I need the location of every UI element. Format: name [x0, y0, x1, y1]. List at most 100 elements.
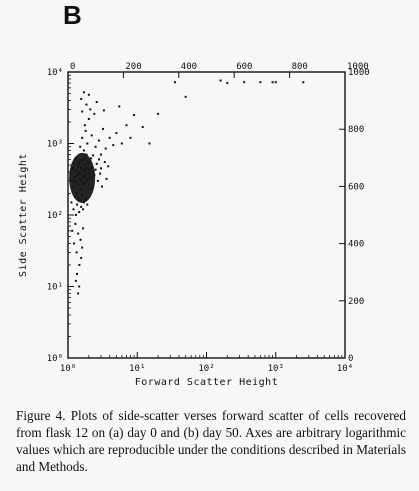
data-point: [86, 203, 89, 206]
data-point: [112, 144, 115, 147]
data-point: [125, 124, 128, 127]
data-point: [87, 93, 90, 96]
x-tick-label: 10²: [198, 364, 214, 374]
data-point: [219, 79, 222, 82]
data-point: [259, 81, 262, 84]
data-point: [90, 134, 93, 137]
data-point: [82, 227, 85, 230]
right-tick-label: 800: [348, 125, 364, 135]
data-point: [75, 251, 78, 254]
data-point: [95, 101, 98, 104]
data-point: [102, 109, 105, 112]
top-tick-label: 400: [181, 62, 197, 72]
data-point: [81, 136, 84, 139]
top-tick-label: 800: [292, 62, 308, 72]
data-point: [81, 246, 84, 249]
data-point: [274, 81, 277, 84]
right-tick-label: 600: [348, 182, 364, 192]
y-tick-label: 10¹: [47, 283, 63, 293]
data-point: [90, 157, 93, 160]
axis-ticks: [67, 71, 346, 359]
data-point: [78, 285, 81, 288]
data-point: [76, 272, 79, 275]
data-point: [157, 112, 160, 115]
data-point: [97, 158, 100, 161]
data-point: [76, 203, 79, 206]
top-tick-label: 0: [70, 62, 75, 72]
data-point: [78, 263, 81, 266]
data-point: [83, 124, 86, 127]
right-tick-label: 0: [348, 354, 353, 364]
data-point: [82, 208, 85, 211]
data-point: [96, 179, 99, 182]
y-tick-label: 10³: [47, 140, 63, 150]
data-point: [79, 145, 82, 148]
data-point: [72, 208, 75, 211]
data-point: [77, 232, 80, 235]
data-point: [93, 112, 96, 115]
data-point: [243, 81, 246, 84]
data-point: [108, 136, 111, 139]
data-point: [104, 147, 107, 150]
data-point: [81, 110, 84, 113]
data-point: [79, 238, 82, 241]
figure-caption: Figure 4. Plots of side-scatter verses f…: [16, 408, 406, 474]
data-point: [120, 142, 123, 145]
data-point: [72, 242, 75, 245]
dense-cluster: [69, 152, 96, 203]
data-point: [133, 114, 136, 117]
data-point: [89, 108, 92, 111]
data-point: [94, 145, 97, 148]
data-point: [71, 229, 74, 232]
data-point: [97, 139, 100, 142]
data-point: [107, 165, 110, 168]
data-point: [70, 201, 73, 204]
right-tick-label: 200: [348, 297, 364, 307]
plot-border: [67, 71, 346, 359]
data-point: [95, 162, 98, 165]
top-tick-label: 200: [125, 62, 141, 72]
data-point: [85, 103, 88, 106]
data-point: [82, 91, 85, 94]
top-tick-label: 600: [236, 62, 252, 72]
data-point: [100, 167, 103, 170]
data-point: [226, 82, 229, 85]
x-axis-label: Forward Scatter Height: [135, 377, 278, 388]
data-point: [129, 136, 132, 139]
data-point: [80, 205, 83, 208]
data-point: [92, 154, 95, 157]
x-tick-label: 10³: [268, 364, 284, 374]
data-point: [173, 81, 176, 84]
data-point: [115, 132, 118, 135]
data-point: [77, 292, 80, 295]
data-point: [94, 168, 97, 171]
data-point: [80, 97, 83, 100]
data-point: [101, 127, 104, 130]
data-point: [86, 142, 89, 145]
data-point: [105, 177, 108, 180]
data-point: [302, 81, 305, 84]
data-points: [69, 79, 305, 295]
data-point: [99, 172, 102, 175]
y-axis-label: Side Scatter Height: [18, 153, 29, 277]
x-tick-label: 10¹: [129, 364, 145, 374]
right-tick-label: 400: [348, 240, 364, 250]
right-tick-label: 1000: [348, 68, 370, 78]
data-point: [118, 105, 121, 108]
y-tick-label: 10⁰: [47, 354, 63, 364]
plot-frame: [67, 71, 346, 359]
data-point: [74, 214, 77, 216]
data-point: [87, 118, 90, 121]
data-point: [141, 126, 144, 129]
data-point: [101, 185, 104, 188]
y-tick-label: 10²: [47, 211, 63, 221]
data-point: [82, 149, 85, 152]
x-tick-label: 10⁰: [60, 364, 76, 374]
data-point: [74, 279, 77, 282]
x-tick-label: 10⁴: [337, 364, 353, 374]
data-point: [271, 81, 274, 84]
data-point: [78, 211, 81, 214]
data-point: [184, 95, 187, 98]
